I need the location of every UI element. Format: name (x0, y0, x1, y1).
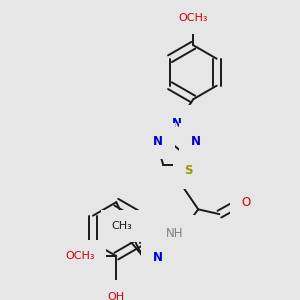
Text: O: O (242, 196, 251, 209)
Text: NH: NH (165, 227, 183, 240)
Text: OH: OH (108, 292, 125, 300)
Text: OCH₃: OCH₃ (65, 251, 94, 261)
Text: OCH₃: OCH₃ (178, 13, 208, 23)
Text: N: N (172, 117, 182, 130)
Text: CH₃: CH₃ (112, 221, 133, 231)
Text: N: N (191, 135, 201, 148)
Text: N: N (153, 135, 163, 148)
Text: N: N (153, 251, 163, 264)
Text: S: S (184, 164, 193, 177)
